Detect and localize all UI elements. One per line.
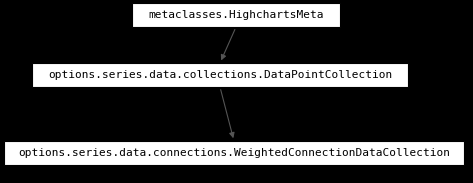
Text: options.series.data.connections.WeightedConnectionDataCollection: options.series.data.connections.Weighted… [18, 148, 450, 158]
Text: options.series.data.collections.DataPointCollection: options.series.data.collections.DataPoin… [48, 70, 392, 80]
Bar [32, 63, 408, 87]
Bar [132, 3, 340, 27]
Bar [4, 141, 464, 165]
Text: metaclasses.HighchartsMeta: metaclasses.HighchartsMeta [148, 10, 324, 20]
